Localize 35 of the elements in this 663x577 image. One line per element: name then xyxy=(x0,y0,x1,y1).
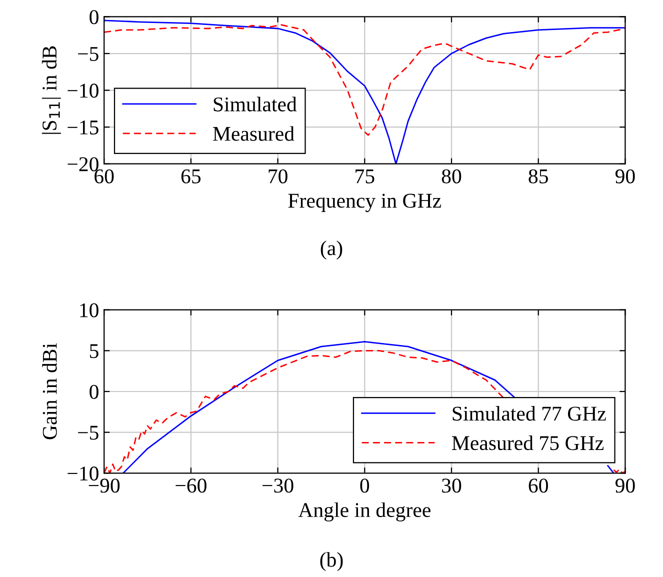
x-tick-label: −90 xyxy=(88,478,120,493)
x-tick-label: 85 xyxy=(528,169,548,184)
y-tick-label: −15 xyxy=(68,120,98,135)
legend-label: Measured xyxy=(213,126,294,141)
x-tick-label: 75 xyxy=(356,170,374,184)
x-tick-label: 90 xyxy=(615,169,635,184)
x-tick-label: 90 xyxy=(615,478,635,493)
x-tick-label: 80 xyxy=(442,169,462,184)
y-tick-label: 10 xyxy=(80,303,98,318)
x-tick-label: 0 xyxy=(360,478,370,493)
x-axis-title: Angle in degree xyxy=(298,502,430,522)
x-axis-title: Frequency in GHz xyxy=(288,194,442,212)
y-tick-label: −5 xyxy=(78,47,98,61)
x-tick-label: 30 xyxy=(442,478,462,493)
x-tick-label: −30 xyxy=(262,478,294,493)
y-tick-label: −10 xyxy=(68,84,98,98)
y-tick-label: 5 xyxy=(90,344,98,358)
line-series xyxy=(104,20,626,164)
x-tick-label: 60 xyxy=(528,478,548,493)
y-tick-label: −10 xyxy=(68,466,98,481)
y-axis-title: Gain in dBi xyxy=(42,343,57,440)
x-tick-label: 65 xyxy=(181,169,201,184)
y-tick-label: −5 xyxy=(78,426,98,440)
x-tick-label: 70 xyxy=(268,169,288,184)
legend-label: Simulated xyxy=(214,96,297,112)
text: (b) xyxy=(320,552,343,572)
text: (a) xyxy=(320,240,342,260)
x-tick-label: −60 xyxy=(176,478,206,493)
legend-label: Measured 75 GHz xyxy=(452,435,604,450)
y-tick-label: 0 xyxy=(90,384,98,399)
legend-label: Simulated 77 GHz xyxy=(452,406,606,421)
x-tick-label: 60 xyxy=(94,169,114,184)
y-tick-label: 0 xyxy=(90,10,98,24)
y-tick-label: −20 xyxy=(68,157,98,172)
y-axis-title: |S$_{11}$| in dB xyxy=(42,46,61,134)
